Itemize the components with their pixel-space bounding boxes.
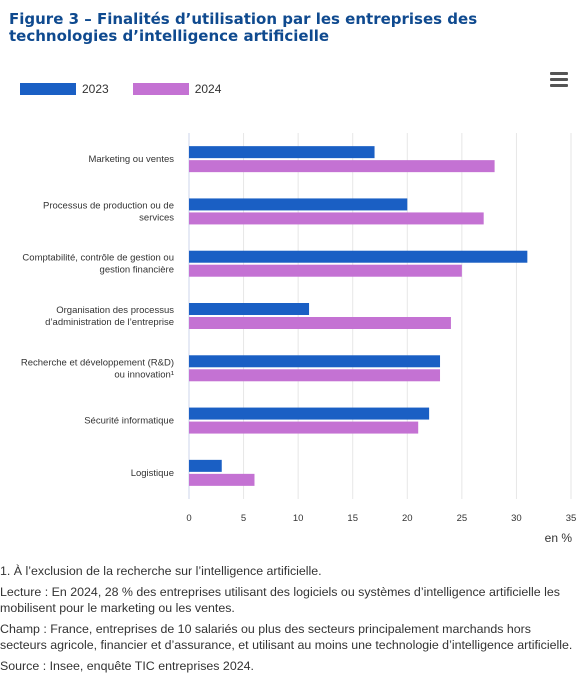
bar-2023-2 (189, 198, 408, 211)
chart-notes: 1. À l’exclusion de la recherche sur l’i… (0, 563, 578, 679)
bar-2023-1 (189, 146, 375, 159)
category-label-7: Logistique (131, 468, 174, 479)
bar-2023-4 (189, 303, 310, 315)
legend-swatch-2024 (132, 83, 189, 95)
bar-2024-2 (189, 212, 484, 225)
bar-2024-5 (189, 369, 441, 382)
bar-2024-7 (189, 473, 255, 486)
bar-2023-7 (189, 459, 222, 472)
footnote-1: 1. À l’exclusion de la recherche sur l’i… (0, 564, 322, 578)
bar-2024-3 (189, 264, 462, 277)
category-label-3: Comptabilité, contrôle de gestion ou gest… (22, 253, 174, 276)
x-tick-label-5: 5 (241, 513, 246, 524)
chart-title: Figure 3 – Finalités d’utilisation par l… (9, 10, 478, 45)
category-label-6: Sécurité informatique (84, 416, 174, 427)
source-note: Source : Insee, enquête TIC entreprises … (0, 659, 254, 673)
bar-2023-6 (189, 407, 430, 420)
bar-2023-3 (189, 250, 528, 263)
bar-chart: Marketing ou ventes Processus de producti… (21, 133, 577, 545)
x-tick-label-0: 0 (186, 513, 191, 524)
bar-2024-1 (189, 160, 495, 173)
legend-swatch-2023 (20, 83, 76, 95)
x-tick-label-30: 30 (511, 513, 522, 524)
category-label-1: Marketing ou ventes (88, 154, 174, 165)
category-label-4: Organisation des processus d’administrati… (45, 305, 174, 328)
x-tick-label-35: 35 (566, 513, 577, 524)
legend-item-2023[interactable]: 2023 (20, 82, 109, 96)
x-tick-label-25: 25 (457, 513, 468, 524)
legend-label-2024: 2024 (194, 82, 222, 96)
x-axis-label: en % (545, 531, 573, 545)
chart-legend: 2023 2024 (20, 82, 221, 96)
bar-2024-6 (189, 421, 419, 434)
lecture-note: Lecture : En 2024, 28 % des entreprises … (0, 585, 560, 615)
champ-note: Champ : France, entreprises de 10 salari… (0, 622, 573, 652)
category-label-5: Recherche et développement (R&D) ou innov… (21, 357, 174, 380)
category-label-2: Processus de production ou de services (43, 200, 174, 223)
bar-2024-4 (189, 317, 451, 329)
x-tick-label-15: 15 (347, 513, 358, 524)
x-tick-label-20: 20 (402, 513, 413, 524)
x-tick-label-10: 10 (293, 513, 304, 524)
hamburger-menu-icon[interactable] (550, 72, 568, 88)
bar-2023-5 (189, 355, 441, 368)
legend-item-2024[interactable]: 2024 (132, 82, 222, 96)
legend-label-2023: 2023 (82, 82, 109, 96)
